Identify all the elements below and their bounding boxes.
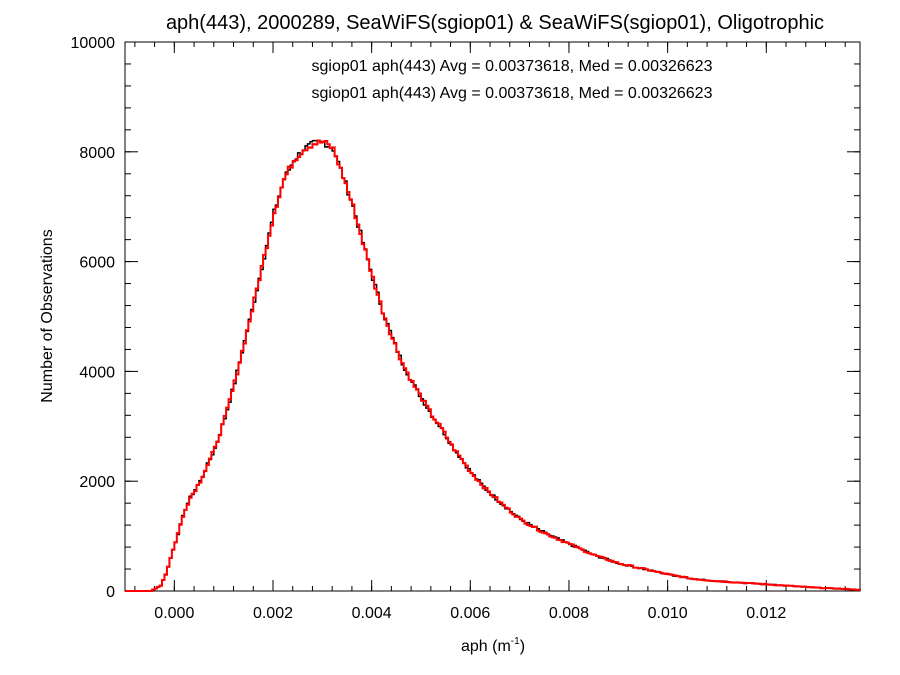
y-tick-label: 6000 xyxy=(79,255,115,272)
x-axis-label-main: aph (m xyxy=(461,638,511,655)
x-tick-label: 0.012 xyxy=(746,605,786,622)
y-tick-label: 10000 xyxy=(71,35,116,52)
y-tick-label: 0 xyxy=(106,584,115,601)
x-tick-label: 0.004 xyxy=(352,605,392,622)
x-tick-label: 0.010 xyxy=(648,605,688,622)
y-tick-label: 2000 xyxy=(79,474,115,491)
y-axis-label: Number of Observations xyxy=(39,229,56,402)
series-black-histogram xyxy=(125,139,861,592)
x-axis-ticks: 0.000 0.002 0.004 0.006 0.008 0.010 0.012 xyxy=(134,42,846,622)
x-tick-label: 0.008 xyxy=(549,605,589,622)
x-axis-label-close: ) xyxy=(520,638,525,655)
annotation-black-stats: sgiop01 aph(443) Avg = 0.00373618, Med =… xyxy=(312,58,713,75)
x-axis-label: aph (m-1) xyxy=(461,636,525,655)
series-layer xyxy=(125,139,861,592)
x-axis-label-sup: -1 xyxy=(511,636,520,647)
chart-title: aph(443), 2000289, SeaWiFS(sgiop01) & Se… xyxy=(166,12,824,34)
plot-frame xyxy=(124,41,861,592)
y-axis-ticks: 0 2000 4000 6000 8000 10000 xyxy=(71,35,860,601)
x-tick-label: 0.006 xyxy=(450,605,490,622)
x-tick-label: 0.000 xyxy=(154,605,194,622)
y-tick-label: 4000 xyxy=(79,364,115,381)
series-red-histogram xyxy=(125,139,861,592)
annotation-red-stats: sgiop01 aph(443) Avg = 0.00373618, Med =… xyxy=(312,85,713,102)
x-tick-label: 0.002 xyxy=(253,605,293,622)
y-tick-label: 8000 xyxy=(79,145,115,162)
